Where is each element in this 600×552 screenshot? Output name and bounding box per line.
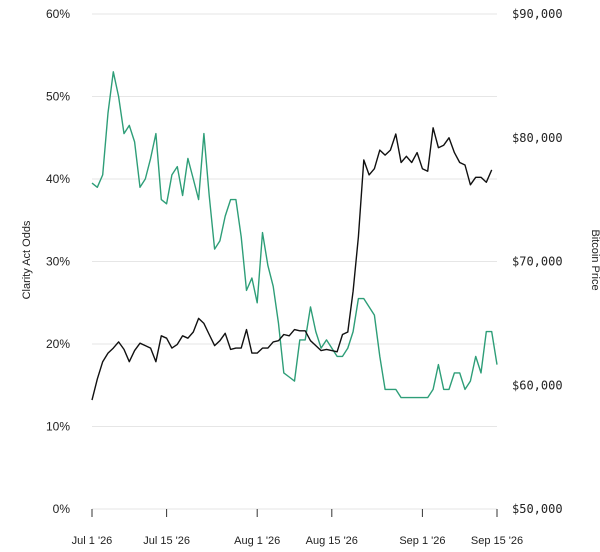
x-tick-label: Jul 1 '26 [72,535,113,547]
x-tick-label: Sep 15 '26 [471,535,523,547]
x-tick-label: Jul 15 '26 [143,535,190,547]
series-lines [91,71,498,401]
left-tick-label: 0% [53,502,71,516]
right-axis-title: Bitcoin Price [589,229,600,290]
x-tick-label: Aug 1 '26 [234,535,280,547]
left-tick-label: 60% [46,7,70,21]
right-tick-label: $60,000 [512,378,563,392]
gridlines [92,13,497,510]
right-tick-label: $90,000 [512,7,563,21]
right-tick-label: $80,000 [512,131,563,145]
bitcoin-price-line [91,127,493,401]
x-tick-label: Aug 15 '26 [306,535,358,547]
left-axis-title: Clarity Act Odds [21,220,33,299]
right-tick-label: $70,000 [512,255,563,269]
left-tick-label: 30% [46,255,70,269]
clarity-act-odds-line [91,71,498,399]
left-tick-label: 20% [46,337,70,351]
left-tick-label: 50% [46,90,70,104]
x-axis: Jul 1 '26 Jul 15 '26 Aug 1 '26 Aug 15 '26 Se… [72,509,523,547]
right-tick-label: $50,000 [512,502,563,516]
left-tick-label: 10% [46,420,70,434]
left-tick-label: 40% [46,172,70,186]
left-y-axis: 60% 50% 40% 30% 20% 10% 0% [46,7,70,516]
x-tick-label: Sep 1 '26 [399,535,445,547]
right-y-axis: $90,000 $80,000 $70,000 $60,000 $50,000 [512,7,563,516]
